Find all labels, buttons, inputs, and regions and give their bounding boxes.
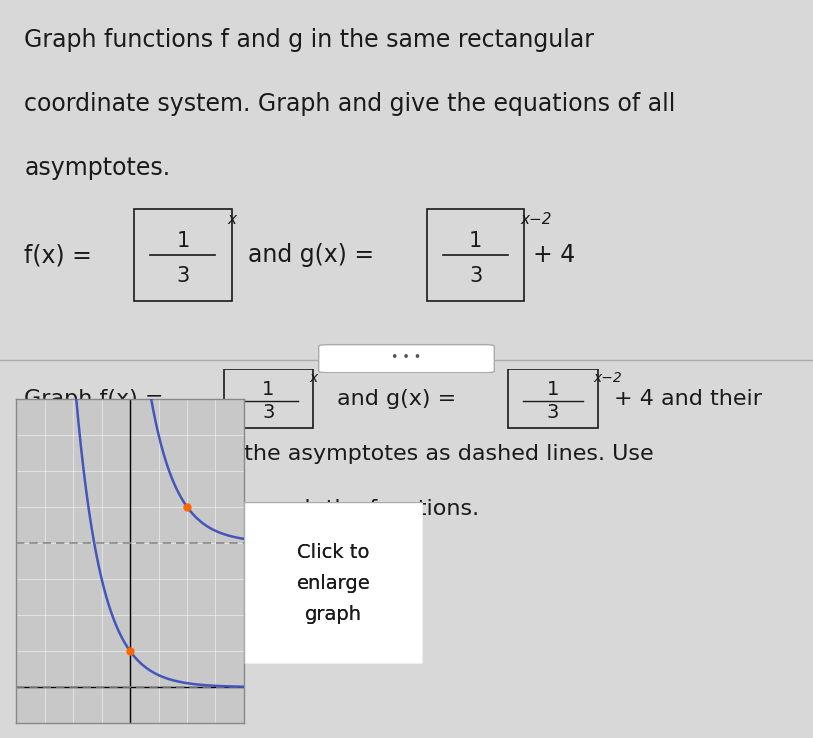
Text: 3: 3 — [469, 266, 482, 286]
Text: 3: 3 — [262, 403, 275, 422]
FancyBboxPatch shape — [244, 502, 423, 664]
Text: asymptotes.: asymptotes. — [24, 156, 171, 180]
Text: Click to
enlarge
graph: Click to enlarge graph — [297, 542, 370, 624]
Text: x−2: x−2 — [520, 212, 552, 227]
Text: + 4: + 4 — [533, 243, 575, 267]
Text: 1: 1 — [176, 231, 189, 251]
Text: Graph functions f and g in the same rectangular: Graph functions f and g in the same rect… — [24, 28, 594, 52]
Text: 1: 1 — [469, 231, 482, 251]
Text: and g(x) =: and g(x) = — [337, 388, 463, 409]
Text: 3: 3 — [176, 266, 189, 286]
Text: 1: 1 — [262, 380, 275, 399]
Text: and g(x) =: and g(x) = — [248, 243, 381, 267]
Text: Click to
enlarge
graph: Click to enlarge graph — [297, 542, 370, 624]
Text: x: x — [309, 371, 317, 385]
Text: asymptotes. Graph the asymptotes as dashed lines. Use: asymptotes. Graph the asymptotes as dash… — [24, 444, 654, 464]
Text: 1: 1 — [546, 380, 559, 399]
Text: coordinate system. Graph and give the equations of all: coordinate system. Graph and give the eq… — [24, 92, 676, 116]
FancyBboxPatch shape — [319, 345, 494, 373]
Text: • • •: • • • — [391, 351, 422, 365]
Text: Graph f(x) =: Graph f(x) = — [24, 388, 171, 409]
Text: 3: 3 — [546, 403, 559, 422]
Text: the graphing tool to graph the functions.: the graphing tool to graph the functions… — [24, 499, 480, 520]
Text: + 4 and their: + 4 and their — [614, 388, 762, 409]
Text: f(x) =: f(x) = — [24, 243, 100, 267]
Text: x−2: x−2 — [593, 371, 622, 385]
Text: x: x — [228, 212, 237, 227]
